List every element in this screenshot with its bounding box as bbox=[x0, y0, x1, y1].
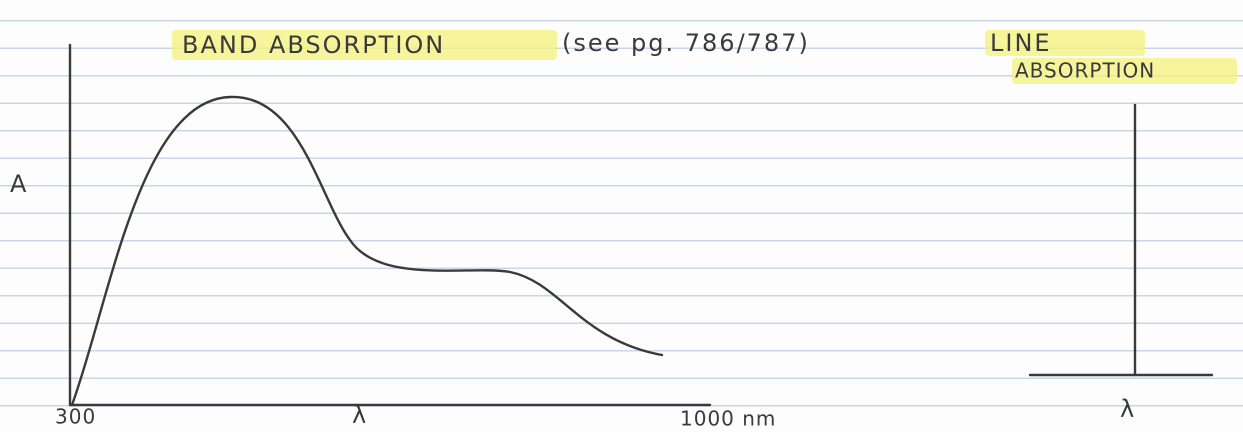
line-title: ABSORPTION bbox=[1015, 59, 1155, 83]
band-title: BAND ABSORPTION bbox=[182, 31, 445, 59]
x-start-label: 300 bbox=[55, 405, 96, 429]
line-title: LINE bbox=[990, 29, 1052, 57]
x-end-label: 1000 nm bbox=[680, 407, 776, 431]
y-label: A bbox=[10, 170, 28, 198]
notebook-page: BAND ABSORPTION (see pg. 786/787) A 300 … bbox=[0, 0, 1243, 432]
sketch: BAND ABSORPTION (see pg. 786/787) A 300 … bbox=[0, 0, 1243, 432]
band-curve bbox=[72, 97, 662, 405]
x-label: λ bbox=[352, 401, 368, 429]
x-label: λ bbox=[1120, 395, 1136, 423]
reference-note: (see pg. 786/787) bbox=[562, 29, 810, 57]
